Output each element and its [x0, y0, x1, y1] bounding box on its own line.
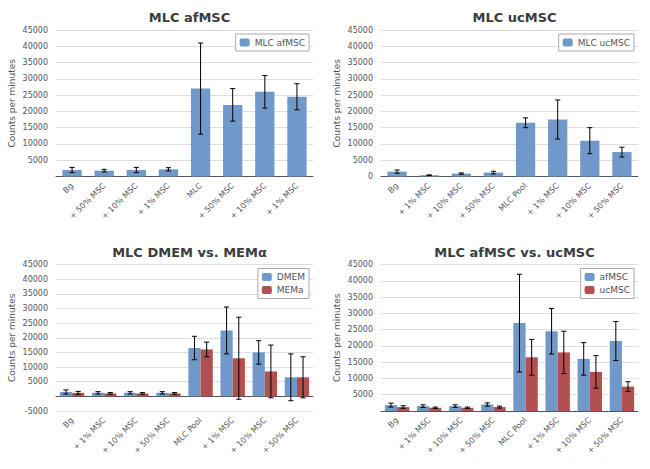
- svg-text:MLC Pool: MLC Pool: [172, 416, 204, 448]
- svg-text:20000: 20000: [348, 107, 373, 116]
- svg-text:+ 1% MSC: + 1% MSC: [524, 415, 561, 452]
- svg-text:+ 10% MSC: + 10% MSC: [228, 415, 268, 456]
- svg-text:45000: 45000: [23, 26, 48, 35]
- svg-text:35000: 35000: [348, 293, 373, 302]
- svg-text:45000: 45000: [23, 260, 48, 269]
- svg-text:5000: 5000: [353, 390, 373, 399]
- svg-text:-5000: -5000: [25, 407, 48, 416]
- svg-text:+ 10% MSC: + 10% MSC: [100, 181, 140, 221]
- svg-text:+ 1% MSC: + 1% MSC: [71, 415, 108, 452]
- svg-text:15000: 15000: [23, 348, 48, 357]
- svg-text:MLC Pool: MLC Pool: [497, 416, 529, 448]
- svg-text:MLC DMEM vs. MEMα: MLC DMEM vs. MEMα: [112, 245, 267, 260]
- svg-text:MLC ucMSC: MLC ucMSC: [472, 10, 556, 25]
- svg-text:30000: 30000: [23, 74, 48, 83]
- svg-text:45000: 45000: [348, 26, 373, 35]
- svg-text:+ 10% MSC: + 10% MSC: [228, 181, 268, 221]
- svg-text:+ 50% MSC: + 50% MSC: [457, 181, 497, 221]
- svg-text:Bg: Bg: [386, 416, 400, 430]
- svg-text:35000: 35000: [23, 58, 48, 67]
- svg-text:+ 1% MSC: + 1% MSC: [396, 415, 433, 452]
- svg-text:25000: 25000: [23, 91, 48, 100]
- svg-text:Counts per minutes: Counts per minutes: [7, 59, 17, 148]
- svg-text:40000: 40000: [348, 42, 373, 51]
- svg-text:Counts per minutes: Counts per minutes: [7, 293, 17, 382]
- svg-text:MLC Pool: MLC Pool: [497, 181, 529, 213]
- svg-text:MLC afMSC: MLC afMSC: [255, 38, 305, 48]
- svg-text:25000: 25000: [348, 91, 373, 100]
- svg-text:20000: 20000: [348, 341, 373, 350]
- svg-text:10000: 10000: [23, 139, 48, 148]
- svg-text:+ 10% MSC: + 10% MSC: [553, 181, 593, 221]
- svg-text:MLC: MLC: [185, 181, 204, 200]
- svg-text:+ 1% MSC: + 1% MSC: [199, 415, 236, 452]
- svg-text:+ 50% MSC: + 50% MSC: [585, 416, 625, 456]
- svg-text:+ 10% MSC: + 10% MSC: [99, 415, 140, 456]
- svg-text:+ 10% MSC: + 10% MSC: [424, 181, 465, 221]
- svg-text:+ 50% MSC: + 50% MSC: [67, 181, 108, 221]
- svg-text:+ 50% MSC: + 50% MSC: [196, 181, 236, 221]
- svg-text:35000: 35000: [23, 289, 48, 298]
- svg-text:20000: 20000: [23, 107, 48, 116]
- svg-text:20000: 20000: [23, 333, 48, 342]
- svg-text:+ 1% MSC: + 1% MSC: [136, 181, 172, 217]
- svg-text:5000: 5000: [28, 377, 48, 386]
- svg-text:+ 10% MSC: + 10% MSC: [553, 415, 593, 456]
- svg-text:30000: 30000: [348, 309, 373, 318]
- svg-text:Counts per minutes: Counts per minutes: [332, 59, 342, 148]
- svg-text:+ 50% MSC: + 50% MSC: [585, 181, 625, 221]
- svg-text:+ 50% MSC: + 50% MSC: [260, 416, 300, 456]
- svg-text:35000: 35000: [348, 58, 373, 67]
- svg-text:+ 10% MSC: + 10% MSC: [424, 415, 465, 456]
- svg-text:15000: 15000: [348, 123, 373, 132]
- svg-text:ucMSC: ucMSC: [600, 285, 630, 295]
- svg-text:25000: 25000: [23, 319, 48, 328]
- svg-text:afMSC: afMSC: [600, 272, 628, 282]
- svg-text:Counts per minutes: Counts per minutes: [332, 293, 342, 382]
- svg-text:+ 1% MSC: + 1% MSC: [264, 181, 300, 217]
- svg-text:MEMa: MEMa: [277, 285, 304, 295]
- svg-text:5000: 5000: [28, 156, 48, 165]
- svg-text:MLC afMSC vs. ucMSC: MLC afMSC vs. ucMSC: [434, 245, 595, 260]
- svg-text:MLC afMSC: MLC afMSC: [149, 10, 231, 25]
- svg-text:40000: 40000: [23, 42, 48, 51]
- svg-text:Bg: Bg: [61, 416, 75, 430]
- svg-text:+ 50% MSC: + 50% MSC: [457, 416, 497, 456]
- svg-text:10000: 10000: [348, 139, 373, 148]
- svg-text:10000: 10000: [348, 374, 373, 383]
- svg-text:+ 50% MSC: + 50% MSC: [132, 416, 172, 456]
- svg-text:15000: 15000: [348, 358, 373, 367]
- svg-text:30000: 30000: [23, 304, 48, 313]
- svg-text:+ 1% MSC: + 1% MSC: [396, 181, 433, 218]
- svg-text:DMEM: DMEM: [277, 272, 305, 282]
- svg-text:Bg: Bg: [61, 181, 75, 195]
- svg-text:30000: 30000: [348, 74, 373, 83]
- svg-text:40000: 40000: [348, 276, 373, 285]
- svg-text:45000: 45000: [348, 260, 373, 269]
- svg-text:40000: 40000: [23, 275, 48, 284]
- svg-text:0: 0: [368, 172, 373, 181]
- svg-text:+ 1% MSC: + 1% MSC: [524, 181, 561, 218]
- svg-text:10000: 10000: [23, 363, 48, 372]
- svg-text:Bg: Bg: [386, 181, 400, 195]
- svg-text:MLC ucMSC: MLC ucMSC: [578, 38, 630, 48]
- svg-text:5000: 5000: [353, 156, 373, 165]
- svg-text:15000: 15000: [23, 123, 48, 132]
- svg-text:25000: 25000: [348, 325, 373, 334]
